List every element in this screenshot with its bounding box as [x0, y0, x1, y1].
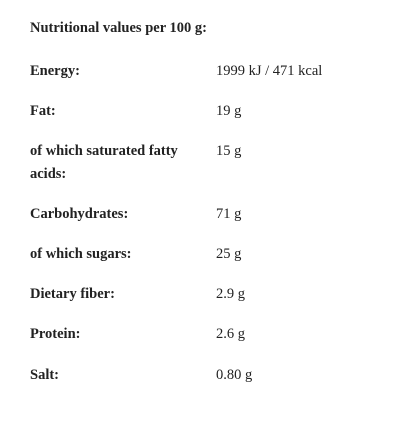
row-label: Carbohydrates: — [30, 206, 129, 222]
row-label: of which saturated fatty acids: — [30, 143, 178, 182]
row-value: 71 g — [216, 206, 242, 222]
row-label: Fat: — [30, 103, 56, 119]
row-value: 2.9 g — [216, 286, 245, 302]
row-label: Salt: — [30, 367, 59, 383]
row-value: 1999 kJ / 471 kcal — [216, 63, 323, 79]
row-label: Protein: — [30, 326, 81, 342]
row-value: 25 g — [216, 246, 242, 262]
row-value: 2.6 g — [216, 326, 245, 342]
row-value: 19 g — [216, 103, 242, 119]
row-label: Energy: — [30, 63, 80, 79]
row-value: 0.80 g — [216, 367, 253, 383]
row-value: 15 g — [216, 143, 242, 159]
title: Nutritional values per 100 g: — [30, 20, 207, 36]
row-label: Dietary fiber: — [30, 286, 115, 302]
row-label: of which sugars: — [30, 246, 132, 262]
